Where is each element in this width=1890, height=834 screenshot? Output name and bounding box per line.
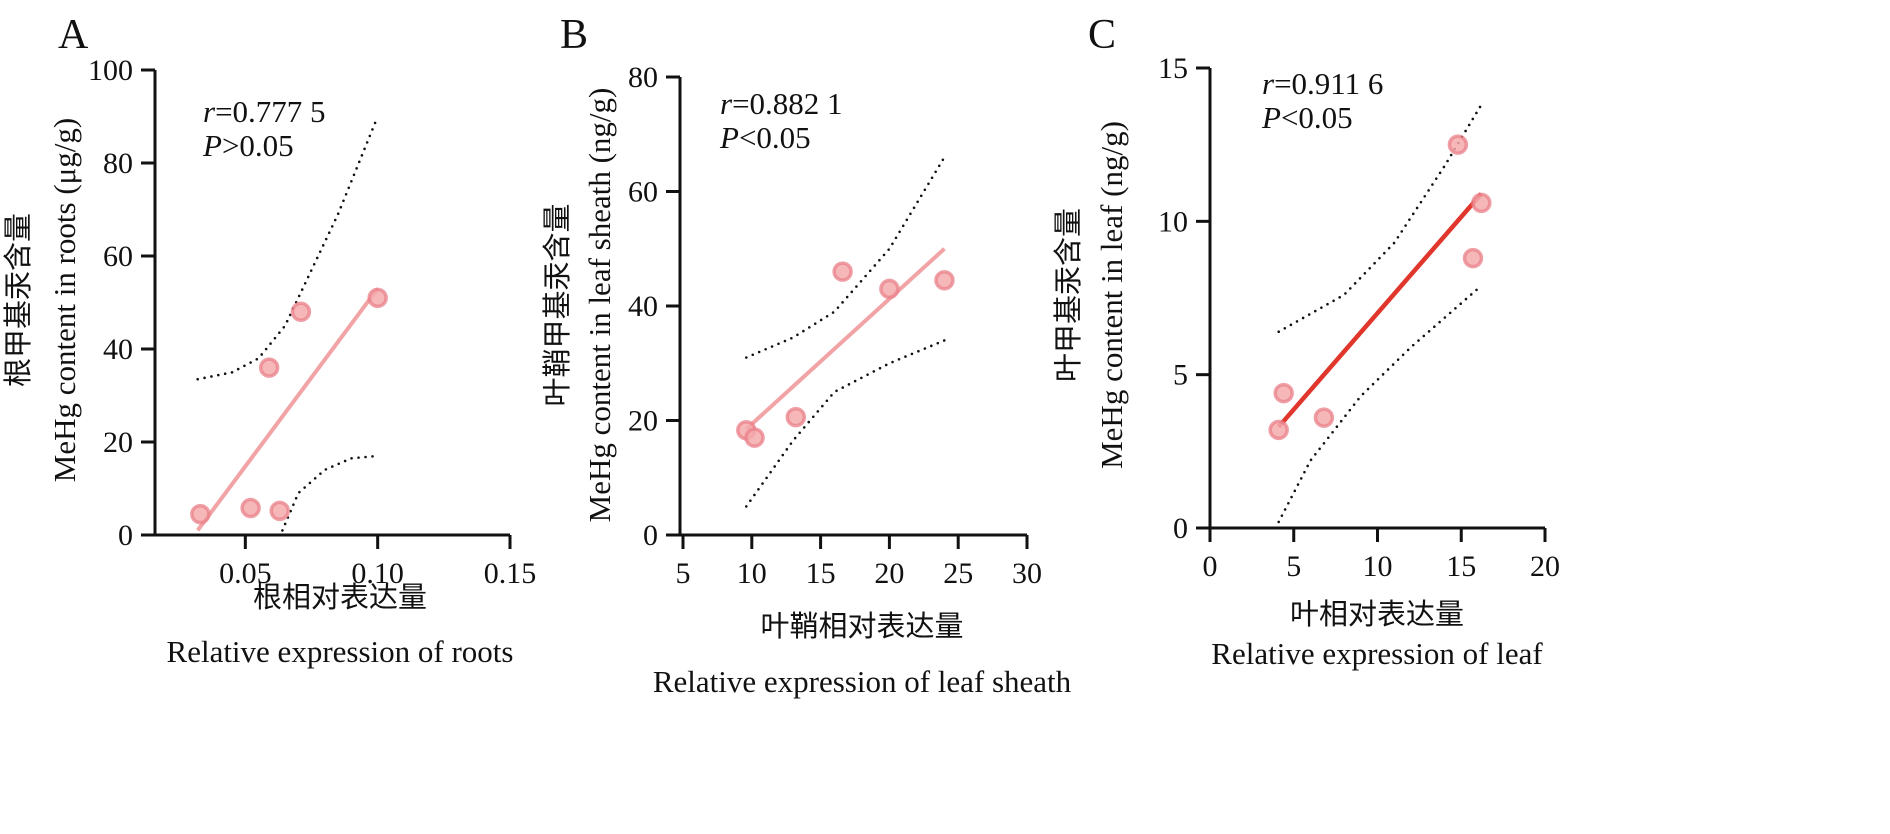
p-annotation: P>0.05	[202, 128, 294, 163]
r-symbol: r	[720, 86, 733, 121]
data-point	[832, 261, 853, 282]
data-point	[190, 503, 211, 525]
y-tick-label: 60	[103, 240, 133, 273]
y-axis-label: MeHg content in leaf sheath (ng/g)	[582, 88, 617, 523]
y-tick-label: 40	[628, 290, 658, 323]
x-tick-label: 5	[1286, 550, 1301, 583]
x-tick-label: 5	[676, 557, 691, 590]
y-tick-label: 20	[103, 426, 133, 459]
panel-letter: B	[560, 12, 588, 58]
p-annotation: P<0.05	[1261, 100, 1353, 135]
ci-upper-curve	[745, 155, 946, 359]
ci-upper-curve	[1277, 103, 1483, 333]
r-symbol: r	[203, 94, 216, 129]
data-point	[1471, 192, 1492, 214]
data-point	[1268, 419, 1289, 441]
data-point	[785, 406, 807, 428]
r-value: =0.911 6	[1274, 66, 1383, 101]
x-axis-label: Relative expression of leaf sheath	[653, 664, 1072, 699]
y-axis-label: MeHg content in roots (μg/g)	[47, 118, 82, 482]
y-tick-label: 0	[643, 519, 658, 552]
x-tick-label: 10	[1363, 550, 1393, 583]
panel-b: B 0 20 40 60 80 5 10 15 20 25 30 叶鞘甲基汞含量 MeHg content…	[540, 12, 1072, 699]
x-axis-label-cn: 根相对表达量	[253, 580, 427, 614]
x-axis-label-cn: 叶相对表达量	[1290, 597, 1464, 631]
ci-upper-curve	[196, 115, 379, 381]
p-symbol: P	[719, 120, 739, 155]
data-point	[258, 357, 280, 378]
data-point	[934, 269, 955, 291]
x-tick-label: 30	[1012, 557, 1042, 590]
x-tick-label: 0	[1203, 550, 1218, 583]
r-annotation: r=0.777 5	[203, 94, 326, 129]
x-tick-label: 20	[874, 557, 904, 590]
regression-line	[196, 287, 380, 532]
ci-lower-curve	[1277, 284, 1483, 524]
data-point	[1313, 407, 1335, 428]
y-tick-label: 60	[628, 176, 658, 209]
y-tick-label: 20	[628, 405, 658, 438]
p-symbol: P	[1261, 100, 1281, 135]
data-point	[269, 500, 290, 522]
p-symbol: P	[202, 128, 222, 163]
y-tick-label: 40	[103, 333, 133, 366]
y-tick-label: 5	[1173, 359, 1188, 392]
data-point	[290, 301, 312, 323]
p-value: <0.05	[739, 120, 811, 155]
panel-c: C 0 5 10 15 0 5 10 15 20 叶甲基汞含量 MeHg content in lea…	[1051, 12, 1560, 671]
data-point	[1447, 134, 1469, 155]
panel-letter: C	[1088, 12, 1116, 58]
y-axis-label-cn: 根甲基汞含量	[1, 213, 35, 387]
y-axis-label: MeHg content in leaf (ng/g)	[1094, 121, 1129, 469]
regression-line	[744, 247, 946, 431]
y-tick-label: 0	[118, 519, 133, 552]
panel-letter: A	[58, 12, 89, 58]
r-value: =0.882 1	[732, 86, 842, 121]
data-point	[744, 427, 765, 448]
y-tick-label: 100	[88, 54, 133, 87]
panel-a: A 0 20 40 60 80 100 0.05 0.10 0.15 根甲基汞含量 MeHg cont…	[1, 12, 536, 669]
p-value: <0.05	[1281, 100, 1353, 135]
x-tick-label: 15	[1446, 550, 1476, 583]
data-point	[879, 278, 900, 300]
ci-lower-curve	[745, 339, 946, 508]
y-tick-label: 80	[628, 61, 658, 94]
r-annotation: r=0.911 6	[1262, 66, 1383, 101]
data-point	[367, 287, 388, 309]
r-symbol: r	[1262, 66, 1275, 101]
y-tick-label: 0	[1173, 512, 1188, 545]
x-axis-label: Relative expression of leaf	[1211, 636, 1543, 671]
regression-line	[1276, 192, 1484, 429]
r-annotation: r=0.882 1	[720, 86, 843, 121]
x-tick-label: 10	[737, 557, 767, 590]
x-tick-label: 0.15	[484, 557, 537, 590]
p-annotation: P<0.05	[719, 120, 811, 155]
p-value: >0.05	[222, 128, 294, 163]
y-tick-label: 80	[103, 147, 133, 180]
x-tick-label: 15	[806, 557, 836, 590]
x-tick-label: 0.10	[351, 557, 404, 590]
x-tick-label: 20	[1530, 550, 1560, 583]
y-axis-label-cn: 叶甲基汞含量	[1051, 208, 1085, 382]
ci-lower-curve	[281, 454, 379, 532]
data-point	[1273, 382, 1294, 404]
x-axis-label-cn: 叶鞘相对表达量	[760, 609, 963, 643]
data-point	[1462, 247, 1484, 269]
x-tick-label: 0.05	[219, 557, 272, 590]
x-axis-label: Relative expression of roots	[167, 634, 514, 669]
x-tick-label: 25	[943, 557, 973, 590]
data-point	[240, 497, 261, 519]
y-tick-label: 15	[1158, 52, 1188, 85]
y-tick-label: 10	[1158, 205, 1188, 238]
r-value: =0.777 5	[215, 94, 325, 129]
y-axis-label-cn: 叶鞘甲基汞含量	[540, 203, 574, 406]
